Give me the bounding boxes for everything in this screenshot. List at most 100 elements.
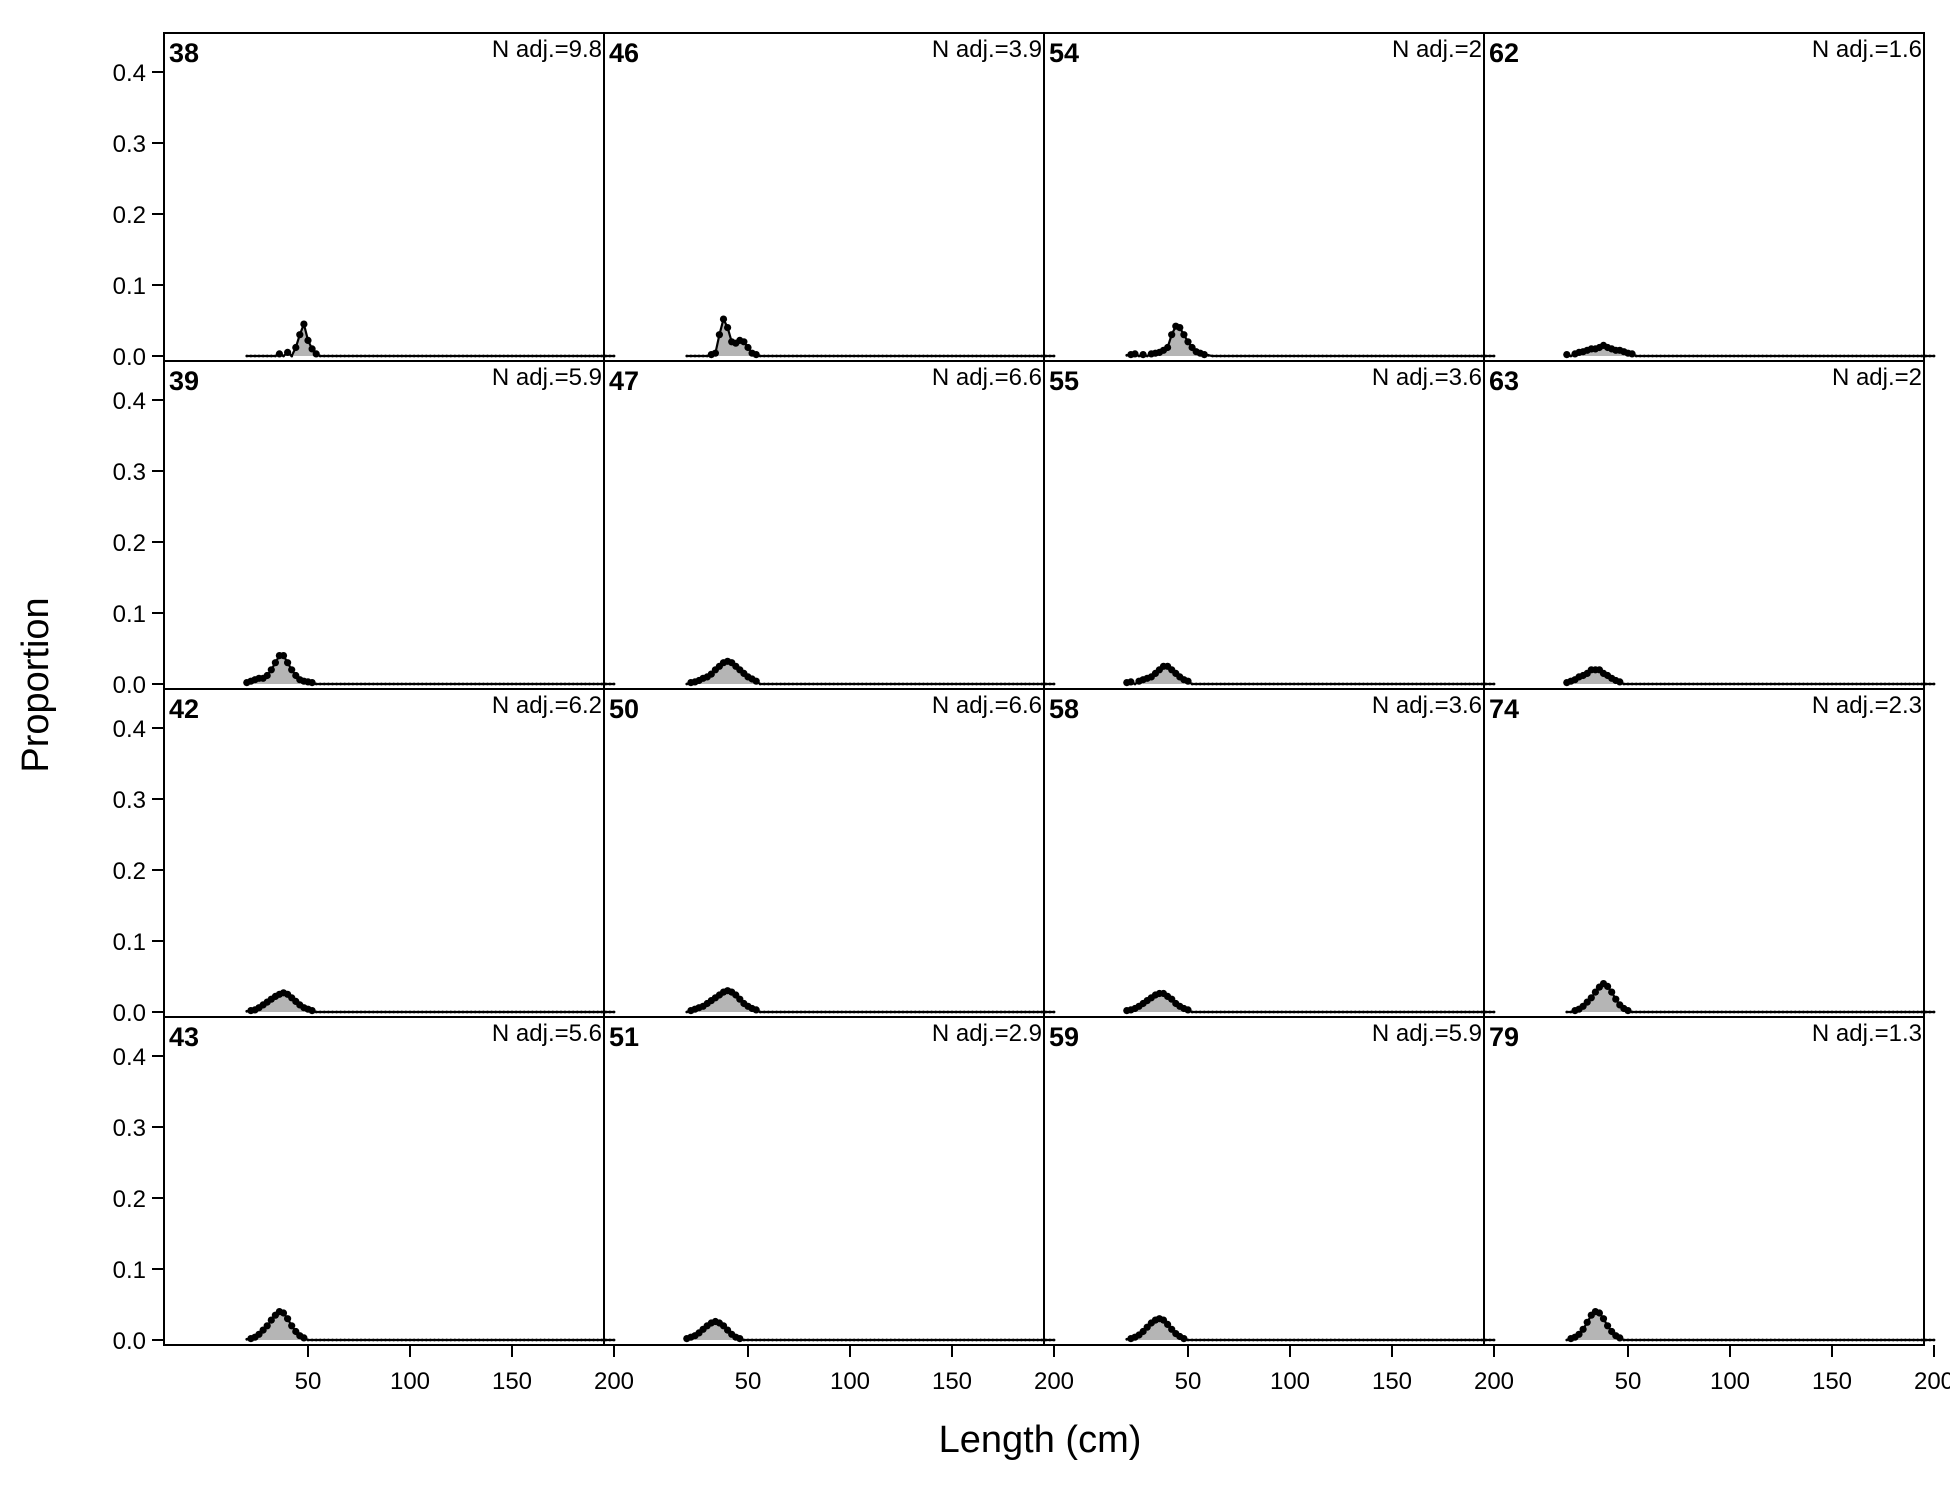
data-point <box>1235 1338 1239 1342</box>
data-point <box>300 1334 308 1342</box>
n-adj-label-55: N adj.=3.6 <box>1372 364 1482 391</box>
data-point <box>1044 682 1048 686</box>
data-point <box>783 354 787 358</box>
data-point <box>1769 354 1773 358</box>
data-point <box>522 682 526 686</box>
data-point <box>844 1010 848 1014</box>
data-point <box>526 1010 530 1014</box>
data-point <box>1215 1010 1218 1014</box>
x-tick-label: 200 <box>1034 1368 1074 1395</box>
data-point <box>1390 354 1394 358</box>
data-point <box>1687 682 1691 686</box>
data-point <box>1398 1338 1402 1342</box>
data-point <box>408 1338 412 1342</box>
data-point <box>1789 354 1793 358</box>
data-point <box>901 1338 905 1342</box>
data-point <box>1663 682 1667 686</box>
y-tick-label: 0.2 <box>113 1186 146 1213</box>
data-point <box>1419 354 1422 358</box>
data-point <box>795 682 799 686</box>
data-point <box>1793 682 1797 686</box>
data-point <box>771 354 774 358</box>
data-point <box>999 682 1003 686</box>
data-point <box>318 682 322 686</box>
data-point <box>1871 682 1875 686</box>
data-point <box>1659 1010 1662 1014</box>
data-point <box>1198 1010 1202 1014</box>
data-point <box>1484 1338 1488 1342</box>
data-point <box>1455 1338 1459 1342</box>
data-point <box>1219 682 1222 686</box>
data-point <box>388 1010 391 1014</box>
data-point <box>1394 1010 1398 1014</box>
data-point <box>1838 1010 1842 1014</box>
data-point <box>539 354 542 358</box>
data-point <box>1863 682 1866 686</box>
data-point <box>351 682 355 686</box>
data-point <box>799 1338 803 1342</box>
data-point <box>893 1010 897 1014</box>
data-point <box>1728 1338 1732 1342</box>
data-point <box>388 1338 391 1342</box>
data-point <box>1362 354 1365 358</box>
data-point <box>1720 682 1724 686</box>
x-tick-label: 50 <box>1615 1368 1642 1395</box>
data-point <box>1642 1010 1646 1014</box>
data-point <box>816 1010 819 1014</box>
data-point <box>836 682 840 686</box>
data-point <box>1247 682 1251 686</box>
data-point <box>1036 682 1040 686</box>
data-point <box>482 1010 485 1014</box>
data-point <box>371 682 375 686</box>
data-point <box>913 354 917 358</box>
data-point <box>1032 1010 1035 1014</box>
data-point <box>1427 354 1431 358</box>
data-point <box>559 354 563 358</box>
data-point <box>1406 682 1410 686</box>
data-point <box>445 682 449 686</box>
data-point <box>404 354 408 358</box>
data-point <box>873 682 876 686</box>
data-point <box>1667 354 1671 358</box>
data-point <box>453 354 457 358</box>
data-point <box>1716 1338 1720 1342</box>
data-point <box>740 338 748 346</box>
data-point <box>1777 354 1781 358</box>
data-point <box>807 1338 811 1342</box>
data-point <box>1887 1010 1891 1014</box>
data-point <box>1300 1338 1304 1342</box>
y-tick-label: 0.0 <box>113 1328 146 1355</box>
data-point <box>1382 1338 1386 1342</box>
data-point <box>1260 682 1263 686</box>
data-point <box>983 354 986 358</box>
data-point <box>1202 1338 1206 1342</box>
data-point <box>490 1010 493 1014</box>
data-point <box>1464 1010 1467 1014</box>
data-point <box>1924 354 1928 358</box>
data-point <box>1769 1338 1773 1342</box>
data-point <box>1284 682 1288 686</box>
x-tick-label: 150 <box>1372 1368 1412 1395</box>
data-point <box>1329 682 1333 686</box>
data-point <box>848 1010 852 1014</box>
data-point <box>893 354 897 358</box>
data-point <box>893 682 897 686</box>
data-point <box>604 1010 608 1014</box>
data-point <box>767 1010 770 1014</box>
data-point <box>1616 1334 1624 1342</box>
data-point <box>1419 1338 1422 1342</box>
data-point <box>803 1338 807 1342</box>
x-tick-label: 200 <box>594 1368 634 1395</box>
data-point <box>486 1338 489 1342</box>
data-point <box>754 1338 758 1342</box>
data-point <box>1300 1010 1304 1014</box>
data-point <box>1370 1338 1373 1342</box>
panel-id-39: 39 <box>169 366 199 396</box>
data-point <box>1712 354 1716 358</box>
data-point <box>1040 1010 1044 1014</box>
panel-frame-54 <box>1043 32 1485 362</box>
data-point <box>1168 331 1176 339</box>
data-point <box>962 354 966 358</box>
data-point <box>775 1010 778 1014</box>
panel-id-55: 55 <box>1049 366 1079 396</box>
